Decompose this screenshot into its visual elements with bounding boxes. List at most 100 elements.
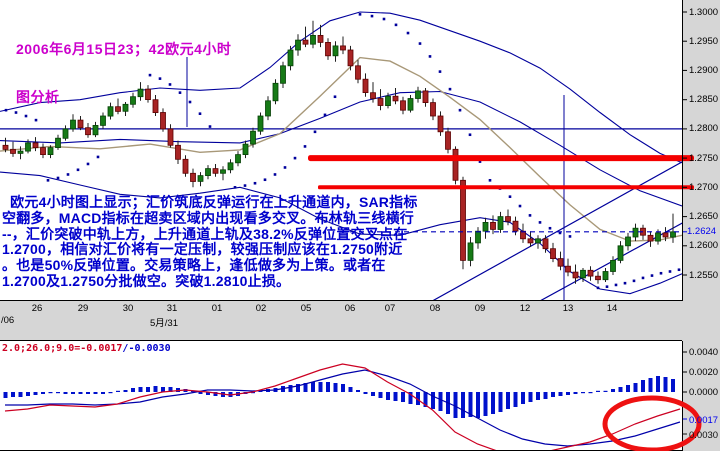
sar-dot <box>333 95 337 99</box>
candle-down <box>370 92 376 99</box>
macd-histogram-bar <box>671 379 675 392</box>
sar-dot <box>623 281 627 285</box>
candle-up <box>17 150 24 154</box>
candle-up <box>415 90 421 99</box>
sar-dot <box>605 285 609 288</box>
macd-histogram-bar <box>656 376 660 392</box>
macd-histogram-bar <box>543 392 548 399</box>
macd-histogram-bar <box>566 392 570 395</box>
macd-histogram-bar <box>116 390 120 392</box>
macd-histogram-bar <box>131 388 135 392</box>
macd-histogram-bar <box>146 387 150 392</box>
macd-histogram-bar <box>213 392 218 396</box>
candle-down <box>527 238 534 244</box>
candle-down <box>572 271 579 279</box>
macd-histogram-bar <box>461 392 465 418</box>
sar-dot <box>382 17 386 21</box>
bollinger-lower <box>0 171 682 295</box>
macd-histogram-bar <box>26 392 30 396</box>
candle-up <box>62 128 69 139</box>
candle-up <box>580 269 586 279</box>
sar-dot <box>188 100 192 104</box>
candle-down <box>317 35 324 43</box>
macd-histogram-bar <box>176 388 180 392</box>
macd-histogram-bar <box>408 392 413 404</box>
macd-histogram-bar <box>341 384 345 392</box>
sar-dot <box>198 112 202 115</box>
macd-histogram-bar <box>348 387 353 392</box>
main-chart-group <box>0 11 682 301</box>
macd-histogram-bar <box>101 392 105 394</box>
macd-histogram-bar <box>356 390 360 392</box>
candle-up <box>295 39 301 51</box>
candle-down <box>512 220 519 232</box>
candle-down <box>460 179 466 261</box>
candle-down <box>85 127 91 136</box>
sar-dot <box>273 173 277 176</box>
sar-dot <box>558 231 562 235</box>
sar-dot <box>14 111 18 114</box>
sar-dot <box>158 77 162 80</box>
macd-plot-area[interactable] <box>0 341 682 451</box>
macd-histogram-bar <box>506 392 510 409</box>
sar-dot <box>632 279 636 283</box>
candle-down <box>430 102 436 117</box>
moving-average <box>0 56 682 242</box>
candle-down <box>32 142 39 148</box>
sar-dot <box>478 160 482 163</box>
candle-down <box>40 147 46 156</box>
macd-histogram-bar <box>296 384 300 392</box>
sar-dot <box>668 270 672 273</box>
sar-dot <box>568 235 572 238</box>
candle-down <box>302 39 309 45</box>
macd-histogram-bar <box>288 385 293 392</box>
macd-histogram-bar <box>626 385 630 392</box>
macd-histogram-bar <box>326 382 330 392</box>
macd-histogram-bar <box>56 392 60 394</box>
macd-histogram-bar <box>303 383 308 392</box>
candle-up <box>535 238 541 244</box>
candle-down <box>2 144 9 150</box>
sar-dot <box>418 42 422 45</box>
candle-down <box>565 265 571 273</box>
candle-up <box>197 175 204 182</box>
macd-histogram-bar <box>63 392 68 394</box>
candle-up <box>55 137 61 148</box>
macd-histogram-bar <box>318 382 323 392</box>
candle-up <box>70 119 76 130</box>
macd-histogram-bar <box>138 387 143 392</box>
resistance-line-1.27 <box>318 185 694 190</box>
candle-up <box>272 82 279 102</box>
macd-histogram-bar <box>371 392 375 396</box>
sar-dot <box>528 214 532 217</box>
sar-dot <box>641 276 645 280</box>
sar-dot <box>263 178 267 182</box>
candle-up <box>610 259 616 272</box>
candle-up <box>242 143 249 156</box>
sar-dot <box>243 184 247 187</box>
macd-histogram-bar <box>528 392 533 402</box>
sar-dot <box>208 125 212 128</box>
candle-down <box>587 269 594 277</box>
macd-histogram-bar <box>401 392 405 402</box>
sar-dot <box>468 133 472 137</box>
main-plot-area[interactable] <box>0 0 682 301</box>
sar-dot <box>448 87 452 91</box>
candle-down <box>505 216 511 222</box>
sar-dot <box>168 83 172 86</box>
sar-dot <box>293 156 297 160</box>
candle-down <box>542 238 549 250</box>
candle-up <box>92 125 99 136</box>
macd-histogram-bar <box>78 392 83 394</box>
sar-dot <box>538 221 542 224</box>
sar-dot <box>34 118 38 122</box>
candle-down <box>595 275 601 281</box>
candle-up <box>130 96 136 105</box>
candle-up <box>137 88 144 98</box>
sar-dot <box>323 113 327 117</box>
macd-main-line <box>4 363 681 451</box>
macd-histogram-bar <box>33 392 38 395</box>
candle-down <box>662 232 669 238</box>
sar-dot <box>614 283 618 287</box>
